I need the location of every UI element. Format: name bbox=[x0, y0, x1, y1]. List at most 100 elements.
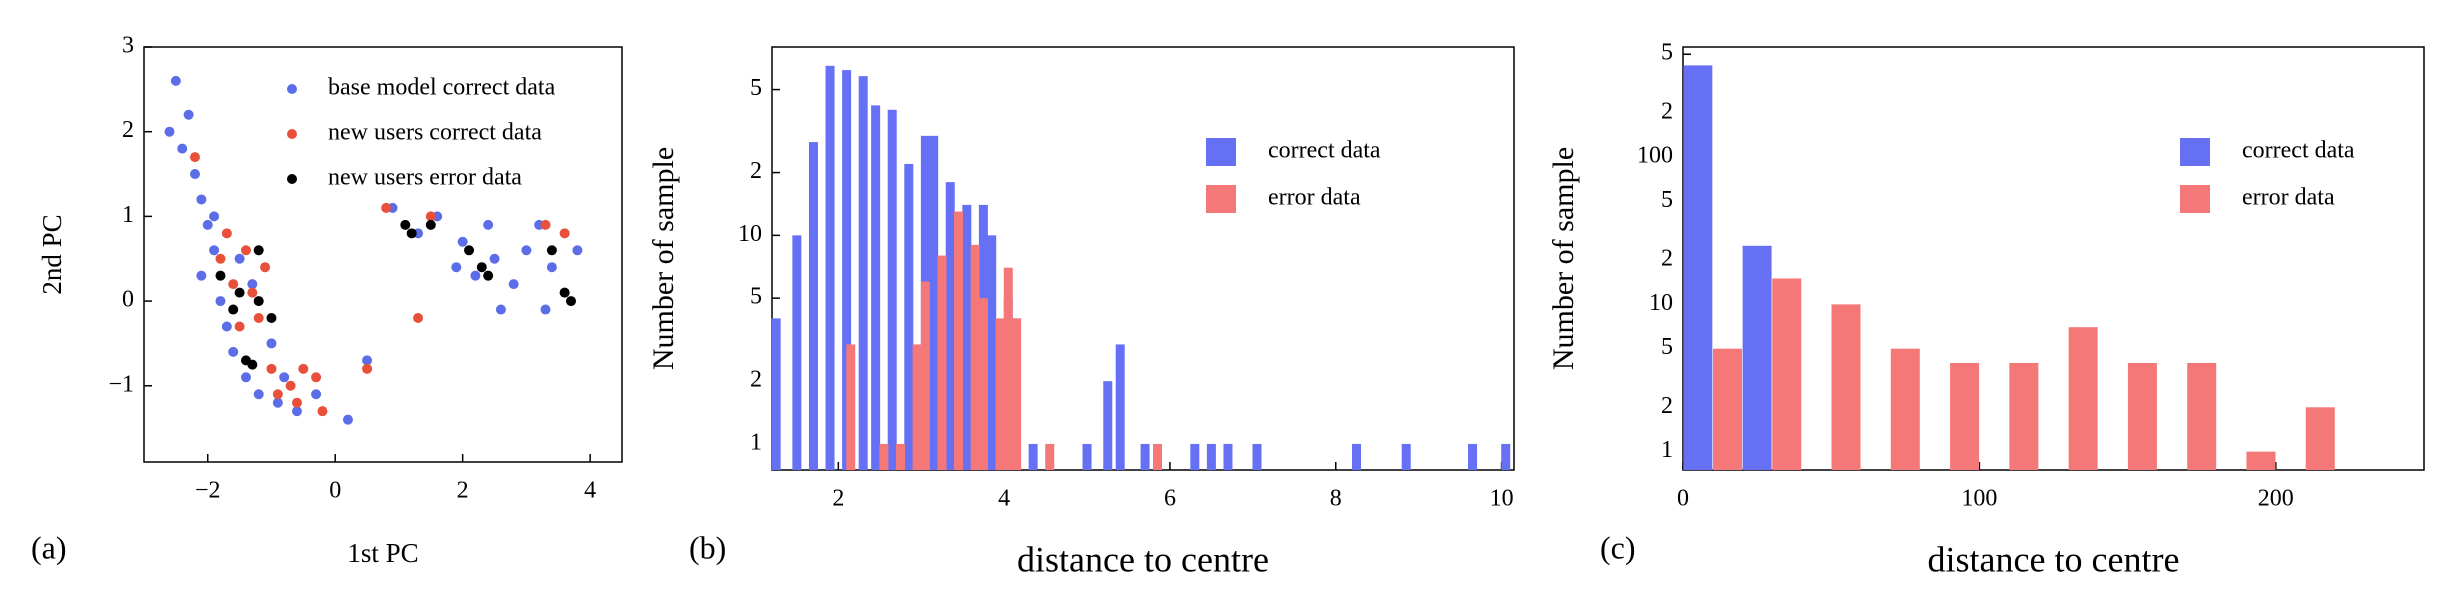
bar bbox=[995, 318, 1005, 470]
bar bbox=[1950, 362, 1980, 470]
x-tick-label: 200 bbox=[2258, 486, 2294, 512]
bar bbox=[2068, 327, 2098, 470]
bar bbox=[1115, 344, 1125, 470]
point bbox=[381, 202, 392, 213]
legend-swatch bbox=[1206, 185, 1236, 213]
y-tick-label: 5 bbox=[750, 284, 762, 310]
point bbox=[425, 211, 436, 222]
x-tick-label: 10 bbox=[1490, 486, 1514, 512]
y-tick-label: 2 bbox=[750, 367, 762, 393]
point bbox=[566, 296, 577, 307]
y-tick-label: 3 bbox=[122, 33, 134, 59]
point bbox=[508, 279, 519, 290]
y-tick-label: 1 bbox=[1661, 437, 1673, 463]
x-tick-label: 2 bbox=[832, 486, 844, 512]
bar bbox=[1712, 348, 1742, 470]
y-tick-label: 2 bbox=[122, 117, 134, 143]
x-axis-label: distance to centre bbox=[1017, 539, 1269, 579]
x-tick-label: 4 bbox=[998, 486, 1010, 512]
point bbox=[483, 219, 494, 230]
bar bbox=[808, 142, 818, 470]
point bbox=[413, 313, 424, 324]
bar bbox=[1890, 348, 1920, 470]
y-tick-label: 100 bbox=[1637, 143, 1673, 169]
bar bbox=[1103, 381, 1113, 470]
point bbox=[215, 253, 226, 264]
point bbox=[311, 372, 322, 383]
point bbox=[247, 359, 258, 370]
y-tick-label: 10 bbox=[738, 221, 762, 247]
legend-label: correct data bbox=[1268, 138, 1381, 164]
bar bbox=[1742, 245, 1772, 470]
panel-label: (a) bbox=[31, 529, 67, 565]
point bbox=[221, 228, 232, 239]
point bbox=[253, 296, 264, 307]
y-tick-label: 0 bbox=[122, 287, 134, 313]
bar bbox=[1252, 443, 1262, 470]
point bbox=[342, 414, 353, 425]
bar bbox=[825, 65, 835, 470]
point bbox=[317, 406, 328, 417]
bar bbox=[2305, 407, 2335, 470]
bar bbox=[1401, 443, 1411, 470]
bar bbox=[1831, 304, 1861, 470]
point bbox=[559, 287, 570, 298]
point bbox=[247, 279, 258, 290]
panel-label: (c) bbox=[1600, 529, 1636, 565]
point bbox=[540, 304, 551, 315]
y-tick-label: 2 bbox=[750, 158, 762, 184]
point bbox=[228, 346, 239, 357]
point bbox=[470, 270, 481, 281]
point bbox=[266, 313, 277, 324]
axes-frame bbox=[771, 46, 1515, 471]
bar bbox=[887, 109, 897, 471]
bar bbox=[1351, 443, 1361, 470]
bar bbox=[1190, 443, 1200, 470]
y-tick-label: 5 bbox=[1661, 187, 1673, 213]
point bbox=[215, 296, 226, 307]
bar bbox=[1003, 267, 1013, 470]
x-tick-label: 0 bbox=[329, 478, 341, 504]
point bbox=[489, 253, 500, 264]
point bbox=[572, 245, 583, 256]
point bbox=[279, 372, 290, 383]
bar bbox=[858, 76, 868, 470]
point bbox=[406, 228, 417, 239]
y-tick-label: 1 bbox=[750, 429, 762, 455]
point bbox=[234, 321, 245, 332]
point bbox=[362, 355, 373, 366]
point bbox=[228, 279, 239, 290]
bar bbox=[2127, 362, 2157, 470]
bar bbox=[929, 135, 939, 471]
point bbox=[476, 262, 487, 273]
bar bbox=[1468, 443, 1478, 470]
bar bbox=[1140, 443, 1150, 470]
point bbox=[253, 245, 264, 256]
bar bbox=[1772, 278, 1802, 470]
point bbox=[202, 219, 213, 230]
x-tick-label: 4 bbox=[584, 478, 596, 504]
point bbox=[464, 245, 475, 256]
panel-label: (b) bbox=[689, 529, 726, 565]
bar bbox=[2009, 362, 2039, 470]
y-tick-label: 5 bbox=[750, 75, 762, 101]
point bbox=[247, 287, 258, 298]
x-tick-label: 100 bbox=[1961, 486, 1997, 512]
point bbox=[234, 253, 245, 264]
bar bbox=[1206, 443, 1216, 470]
y-tick-label: 2 bbox=[1661, 393, 1673, 419]
bar bbox=[937, 255, 947, 470]
point bbox=[483, 270, 494, 281]
point bbox=[196, 194, 207, 205]
legend-swatch bbox=[287, 84, 297, 94]
bar bbox=[871, 105, 881, 470]
bar bbox=[771, 318, 781, 470]
bar bbox=[1082, 443, 1092, 470]
point bbox=[400, 219, 411, 230]
point bbox=[183, 109, 194, 120]
point bbox=[425, 219, 436, 230]
bar bbox=[904, 163, 914, 470]
y-tick-label: 5 bbox=[1661, 40, 1673, 66]
bar bbox=[792, 235, 802, 470]
legend-label: base model correct data bbox=[328, 75, 556, 101]
